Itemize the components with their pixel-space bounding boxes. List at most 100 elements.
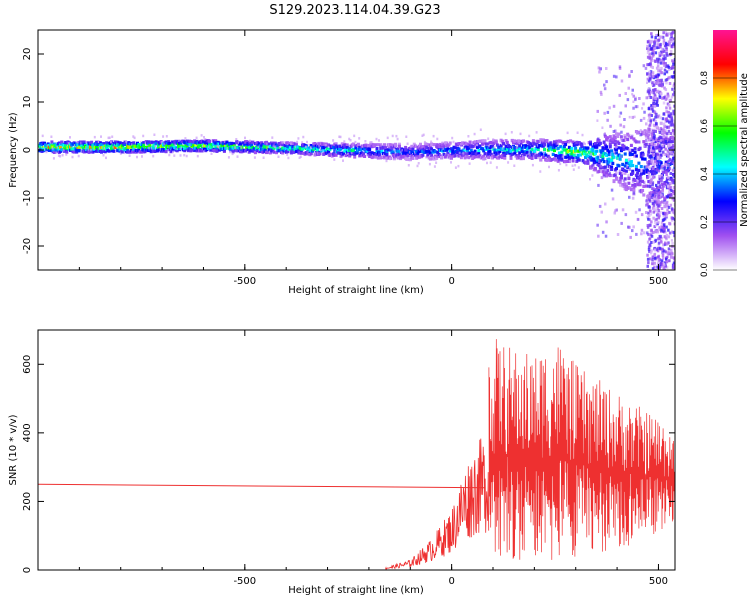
spectrogram-cell (559, 162, 562, 166)
spectrogram-cell (492, 142, 496, 146)
spectrogram-cell (311, 146, 313, 149)
spectrogram-cell (657, 189, 660, 192)
spectrogram-cell (634, 168, 638, 172)
spectrogram-cell (662, 152, 665, 156)
spectrogram-cell (657, 46, 660, 49)
spectrogram-cell (569, 155, 573, 159)
spectrogram-cell (670, 120, 673, 124)
spectrogram-cell (422, 133, 425, 137)
spectrogram-cell (596, 119, 599, 122)
spectrogram-cell (416, 164, 419, 168)
spectrogram-cell (92, 149, 96, 153)
spectrogram-cell (536, 144, 539, 147)
spectrogram-cell (658, 176, 662, 181)
spectrogram-cell (642, 102, 645, 106)
spectrogram-cell (659, 127, 663, 131)
spectrogram-cell (332, 139, 335, 142)
spectrogram-cell (90, 140, 94, 144)
spectrogram-cell (461, 141, 465, 145)
spectrogram-cell (665, 46, 668, 50)
spectrogram-cell (672, 156, 675, 160)
y-tick-label: 200 (22, 492, 33, 511)
spectrogram-cell (656, 262, 660, 266)
spectrogram-cell (634, 154, 638, 158)
spectrogram-cell (123, 142, 127, 146)
spectrogram-cell (577, 166, 580, 169)
spectrogram-cell (98, 146, 101, 150)
spectrogram-cell (481, 147, 484, 151)
spectrogram-cell (646, 44, 649, 48)
spectrogram-cell (659, 121, 663, 125)
spectrogram-cell (328, 147, 332, 151)
spectrogram-cell (235, 138, 238, 141)
spectrogram-cell (548, 156, 551, 160)
spectrogram-cell (536, 139, 540, 144)
spectrogram-cell (646, 176, 649, 180)
spectrogram-cell (451, 136, 454, 140)
spectrogram-cell (645, 139, 648, 142)
spectrogram-cell (102, 154, 105, 157)
x-tick-label: 0 (448, 576, 454, 587)
spectrogram-cell (618, 169, 622, 173)
spectrogram-cell (646, 264, 649, 268)
spectrogram-cell (666, 138, 670, 142)
spectrogram-cell (631, 163, 635, 168)
spectrogram-cell (507, 161, 510, 164)
spectrogram-cell (107, 149, 111, 153)
spectrogram-cell (622, 147, 626, 151)
spectrogram-cell (649, 70, 653, 74)
spectrogram-cell (565, 151, 569, 155)
spectrogram-cell (194, 144, 198, 148)
spectrogram-cell (236, 155, 239, 158)
spectrogram-cell (612, 130, 616, 133)
spectrogram-cell (656, 265, 659, 269)
spectrogram-cell (657, 69, 660, 73)
spectrogram-cell (74, 144, 76, 147)
spectrogram-cell (663, 72, 666, 76)
spectrogram-cell (605, 174, 609, 178)
spectrogram-cell (155, 148, 159, 152)
spectrogram-cell (663, 86, 666, 90)
spectrogram-cell (144, 141, 147, 145)
spectrogram-y-axis-label: Frequency (Hz) (8, 112, 19, 188)
spectrogram-cell (650, 249, 653, 253)
spectrogram-cell (180, 146, 183, 150)
spectrogram-cell (647, 214, 651, 217)
spectrogram-cell (647, 73, 651, 77)
spectrogram-cell (653, 192, 657, 196)
spectrogram-cell (658, 156, 661, 160)
spectrogram-cell (628, 153, 632, 157)
spectrogram-cell (652, 49, 655, 53)
spectrogram-cell (658, 81, 662, 85)
spectrogram-cell (432, 143, 436, 147)
spectrogram-cell (647, 119, 650, 122)
spectrogram-cell (550, 157, 554, 162)
spectrogram-cell (165, 135, 168, 138)
spectrogram-cell (607, 139, 610, 143)
spectrogram-cell (208, 139, 211, 143)
spectrogram-cell (599, 90, 603, 94)
spectrogram-cell (646, 225, 650, 229)
y-tick-label: 0 (22, 567, 33, 573)
spectrogram-cell (672, 178, 675, 182)
spectrogram-cell (586, 146, 590, 150)
spectrogram-cell (649, 112, 652, 116)
spectrogram-cell (476, 143, 478, 147)
spectrogram-cell (621, 208, 625, 212)
spectrogram-cell (612, 74, 616, 78)
spectrogram-cell (152, 154, 155, 158)
spectrogram-cell (605, 67, 608, 70)
spectrogram-cell (65, 150, 69, 154)
spectrogram-cell (644, 66, 648, 70)
spectrogram-cell (304, 145, 307, 149)
spectrogram-cell (609, 124, 612, 128)
spectrogram-cell (462, 154, 466, 158)
spectrogram-cell (608, 166, 611, 169)
spectrogram-cell (653, 43, 656, 47)
spectrogram-cell (498, 155, 502, 159)
spectrogram-cell (651, 190, 655, 194)
spectrogram-cell (504, 132, 507, 136)
spectrogram-cell (88, 145, 92, 149)
spectrogram-cell (667, 146, 671, 150)
spectrogram-cell (493, 155, 497, 159)
